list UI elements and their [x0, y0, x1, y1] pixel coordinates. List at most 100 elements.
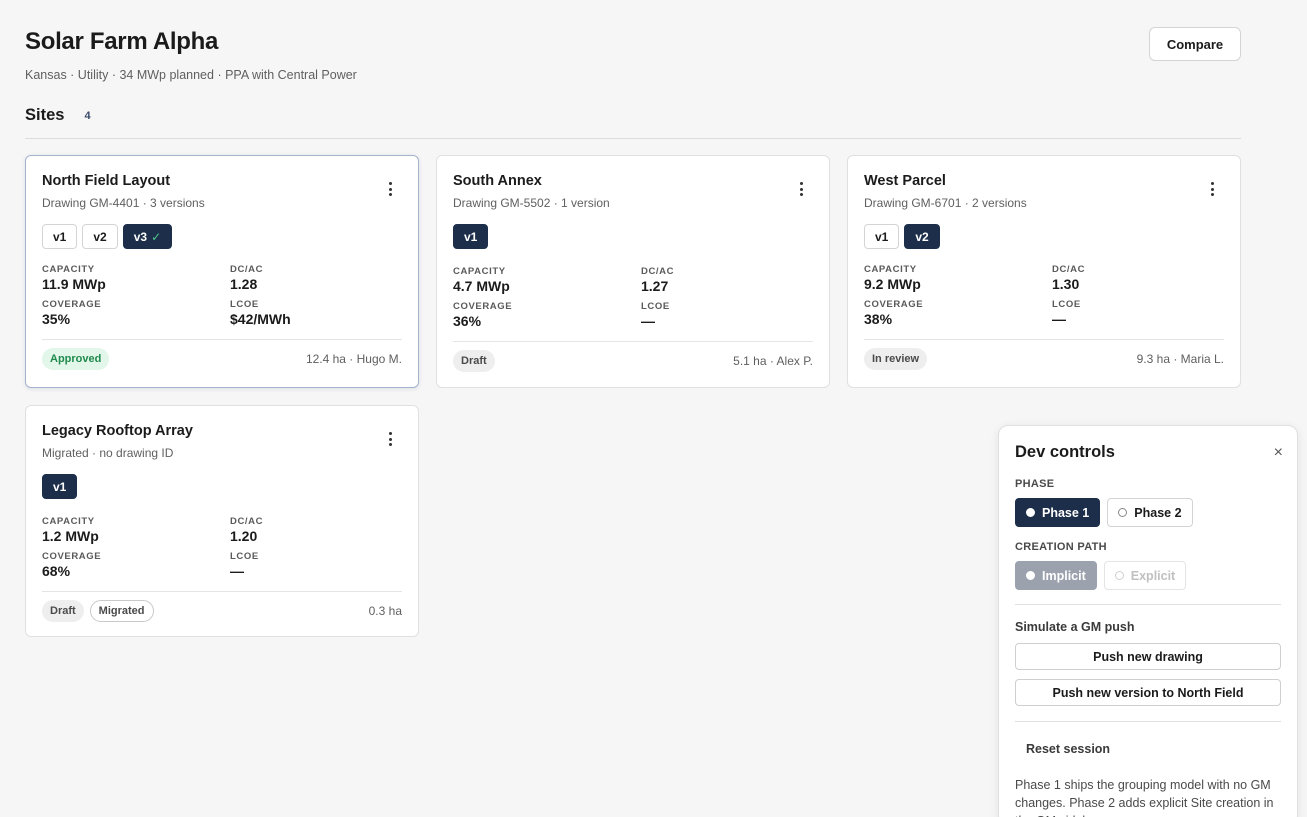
metric-label: COVERAGE — [453, 301, 513, 312]
compare-button[interactable]: Compare — [1149, 27, 1241, 61]
site-card-subtitle: Drawing GM-6701 · 2 versions — [864, 196, 1027, 210]
status-badges: Draft — [453, 350, 495, 372]
phase-label: PHASE — [1015, 478, 1055, 490]
metric-label: DC/AC — [230, 516, 264, 527]
metric-value: 1.20 — [230, 528, 258, 544]
status-badges: In review — [864, 348, 928, 370]
radio-dot-icon — [1118, 508, 1128, 517]
check-icon: ✓ — [151, 229, 162, 244]
metric-label: COVERAGE — [864, 299, 924, 310]
implicit-option[interactable]: Implicit — [1015, 561, 1097, 590]
metric-label: LCOE — [1052, 299, 1081, 310]
reset-session-button[interactable]: Reset session — [1026, 742, 1111, 756]
metric-value: 36% — [453, 313, 482, 329]
status-badges: Draft Migrated — [42, 600, 154, 622]
metric-label: DC/AC — [1052, 264, 1086, 275]
metric-value: 68% — [42, 563, 71, 579]
more-options-icon[interactable] — [799, 182, 803, 196]
dev-divider — [1015, 721, 1281, 722]
creation-path-selector: Implicit Explicit — [1015, 561, 1187, 590]
metric-value: 1.27 — [641, 278, 669, 294]
site-card-west-parcel[interactable]: West Parcel Drawing GM-6701 · 2 versions… — [847, 155, 1241, 388]
version-selector: v1 v2 — [864, 224, 940, 249]
site-card-title: Legacy Rooftop Array — [42, 423, 193, 439]
metric-capacity: CAPACITY 11.9 MWp — [42, 264, 106, 292]
metric-value: 11.9 MWp — [42, 276, 106, 292]
metric-capacity: CAPACITY 1.2 MWp — [42, 516, 99, 544]
metric-label: COVERAGE — [42, 299, 102, 310]
metric-value: — — [641, 313, 655, 329]
status-badge: Draft — [453, 350, 495, 372]
metric-dcac: DC/AC 1.27 — [641, 266, 674, 294]
phase-1-option[interactable]: Phase 1 — [1015, 498, 1101, 527]
site-card-meta: 5.1 ha · Alex P. — [733, 354, 813, 368]
site-card-meta: 12.4 ha · Hugo M. — [305, 352, 402, 366]
version-chip-v3[interactable]: v3 ✓ — [122, 224, 173, 249]
version-chip-v1[interactable]: v1 — [453, 224, 489, 249]
site-card-legacy-rooftop[interactable]: Legacy Rooftop Array Migrated · no drawi… — [25, 405, 419, 637]
push-new-version-button[interactable]: Push new version to North Field — [1015, 679, 1281, 706]
metric-capacity: CAPACITY 9.2 MWp — [864, 264, 921, 292]
version-selector: v1 v2 v3 ✓ — [42, 224, 173, 249]
option-label: Phase 1 — [1042, 505, 1090, 520]
metric-value: 38% — [864, 311, 893, 327]
site-card-title: West Parcel — [864, 173, 946, 189]
metric-value: 35% — [42, 311, 71, 327]
option-label: Phase 2 — [1134, 505, 1182, 520]
site-card-meta: 0.3 ha — [368, 604, 402, 618]
sites-divider — [25, 138, 1241, 139]
version-chip-v1[interactable]: v1 — [42, 224, 78, 249]
radio-dot-icon — [1026, 508, 1035, 517]
status-badge: In review — [864, 348, 928, 370]
phase-2-option[interactable]: Phase 2 — [1107, 498, 1193, 527]
card-divider — [453, 341, 813, 342]
metric-value: 1.30 — [1052, 276, 1080, 292]
card-divider — [42, 591, 402, 592]
metric-capacity: CAPACITY 4.7 MWp — [453, 266, 510, 294]
metric-label: LCOE — [641, 301, 670, 312]
status-badge: Draft — [42, 600, 84, 622]
metric-label: DC/AC — [230, 264, 264, 275]
metric-value: 1.2 MWp — [42, 528, 99, 544]
metric-coverage: COVERAGE 38% — [864, 299, 923, 327]
creation-path-label: CREATION PATH — [1015, 541, 1107, 553]
metric-lcoe: LCOE — — [641, 301, 670, 329]
metric-dcac: DC/AC 1.30 — [1052, 264, 1085, 292]
site-card-north-field[interactable]: North Field Layout Drawing GM-4401 · 3 v… — [25, 155, 419, 388]
version-chip-v1[interactable]: v1 — [42, 474, 78, 499]
version-chip-v2[interactable]: v2 — [82, 224, 118, 249]
close-icon[interactable]: × — [1273, 444, 1283, 461]
version-chip-v2[interactable]: v2 — [904, 224, 940, 249]
metric-value: $42/MWh — [230, 311, 291, 327]
site-card-south-annex[interactable]: South Annex Drawing GM-5502 · 1 version … — [436, 155, 830, 388]
site-card-subtitle: Drawing GM-4401 · 3 versions — [42, 196, 205, 210]
sites-header: Sites 4 — [25, 106, 91, 125]
explicit-option[interactable]: Explicit — [1103, 561, 1187, 590]
dev-divider — [1015, 604, 1281, 605]
version-chip-v1[interactable]: v1 — [864, 224, 900, 249]
dev-note: Phase 1 ships the grouping model with no… — [1015, 778, 1274, 817]
more-options-icon[interactable] — [1210, 182, 1214, 196]
metric-value: — — [1052, 311, 1066, 327]
version-label: v3 — [133, 229, 148, 244]
site-card-title: North Field Layout — [42, 173, 171, 189]
sites-label: Sites — [25, 106, 65, 124]
metric-dcac: DC/AC 1.28 — [230, 264, 263, 292]
metric-value: 4.7 MWp — [453, 278, 510, 294]
more-options-icon[interactable] — [388, 432, 392, 446]
dev-controls-title: Dev controls — [1015, 443, 1115, 461]
metric-lcoe: LCOE $42/MWh — [230, 299, 291, 327]
option-label: Implicit — [1042, 568, 1086, 583]
metric-label: LCOE — [230, 299, 259, 310]
status-badges: Approved — [42, 348, 110, 370]
push-new-drawing-button[interactable]: Push new drawing — [1015, 643, 1281, 670]
more-options-icon[interactable] — [388, 182, 392, 196]
metric-dcac: DC/AC 1.20 — [230, 516, 263, 544]
page-subtitle: Kansas · Utility · 34 MWp planned · PPA … — [25, 68, 357, 82]
metric-coverage: COVERAGE 35% — [42, 299, 101, 327]
metric-coverage: COVERAGE 68% — [42, 551, 101, 579]
metric-label: COVERAGE — [42, 551, 102, 562]
metric-value: 1.28 — [230, 276, 258, 292]
radio-dot-icon — [1026, 571, 1035, 580]
phase-selector: Phase 1 Phase 2 — [1015, 498, 1193, 527]
